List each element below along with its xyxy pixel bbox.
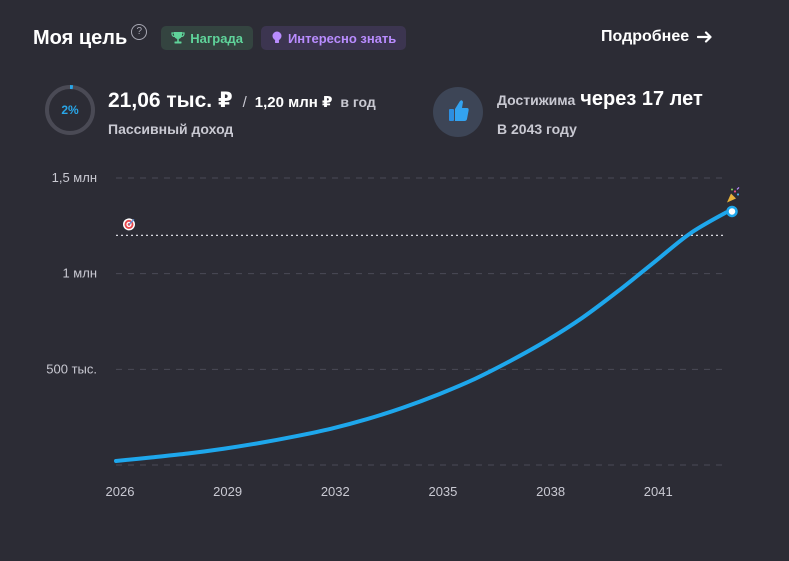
interesting-badge[interactable]: Интересно знать: [260, 26, 407, 50]
x-tick-label: 2026: [106, 484, 135, 499]
achieve-prefix: Достижима: [497, 92, 576, 108]
x-axis-labels: 2026 2029 2032 2035 2038 2041: [106, 484, 673, 499]
x-tick-label: 2032: [321, 484, 350, 499]
lightbulb-icon: [272, 31, 282, 43]
x-tick-label: 2038: [536, 484, 565, 499]
y-tick-label: 1,5 млн: [52, 170, 97, 185]
y-tick-label: 500 тыс.: [46, 361, 97, 376]
income-label: Пассивный доход: [108, 121, 234, 137]
interesting-badge-label: Интересно знать: [287, 30, 397, 46]
income-period: в год: [340, 94, 376, 110]
x-tick-label: 2029: [213, 484, 242, 499]
x-tick-label: 2041: [644, 484, 673, 499]
series-line: [114, 210, 728, 463]
page-title: Моя цель: [33, 26, 128, 49]
trophy-icon: [171, 32, 185, 44]
progress-ring: [45, 85, 95, 135]
achieve-value: через 17 лет: [580, 88, 703, 110]
more-details-label: Подробнее: [601, 28, 690, 45]
arrow-right-icon: [697, 31, 712, 43]
chart-grid: [116, 177, 726, 466]
more-details-link[interactable]: Подробнее: [601, 28, 713, 46]
goal-header: Моя цель ? Награда Интересно знать: [33, 24, 407, 52]
reward-badge-label: Награда: [190, 30, 243, 46]
achieve-row: Достижима через 17 лет: [497, 88, 703, 111]
party-popper-icon: [727, 187, 740, 203]
question-circle-icon[interactable]: ?: [131, 24, 148, 40]
progress-arc: [45, 85, 95, 135]
target-icon: [123, 218, 135, 231]
achieve-badge: [433, 87, 483, 137]
progress-percent: 2%: [61, 103, 79, 117]
end-point[interactable]: [726, 205, 738, 218]
income-chart: 500 тыс. 1 млн 1,5 млн 2026 2029 2032 2035 203…: [46, 170, 740, 499]
reward-badge[interactable]: Награда: [161, 26, 253, 50]
passive-income-row: 21,06 тыс. ₽ / 1,20 млн ₽ в год: [108, 88, 376, 113]
y-axis-labels: 500 тыс. 1 млн 1,5 млн: [46, 170, 97, 376]
income-separator: /: [242, 94, 247, 111]
achieve-year: В 2043 году: [497, 121, 577, 137]
income-value: 21,06 тыс. ₽: [108, 89, 233, 112]
y-tick-label: 1 млн: [62, 266, 97, 281]
thumbs-up-icon: [449, 100, 469, 121]
income-target: 1,20 млн ₽: [254, 94, 333, 111]
x-tick-label: 2035: [428, 484, 457, 499]
